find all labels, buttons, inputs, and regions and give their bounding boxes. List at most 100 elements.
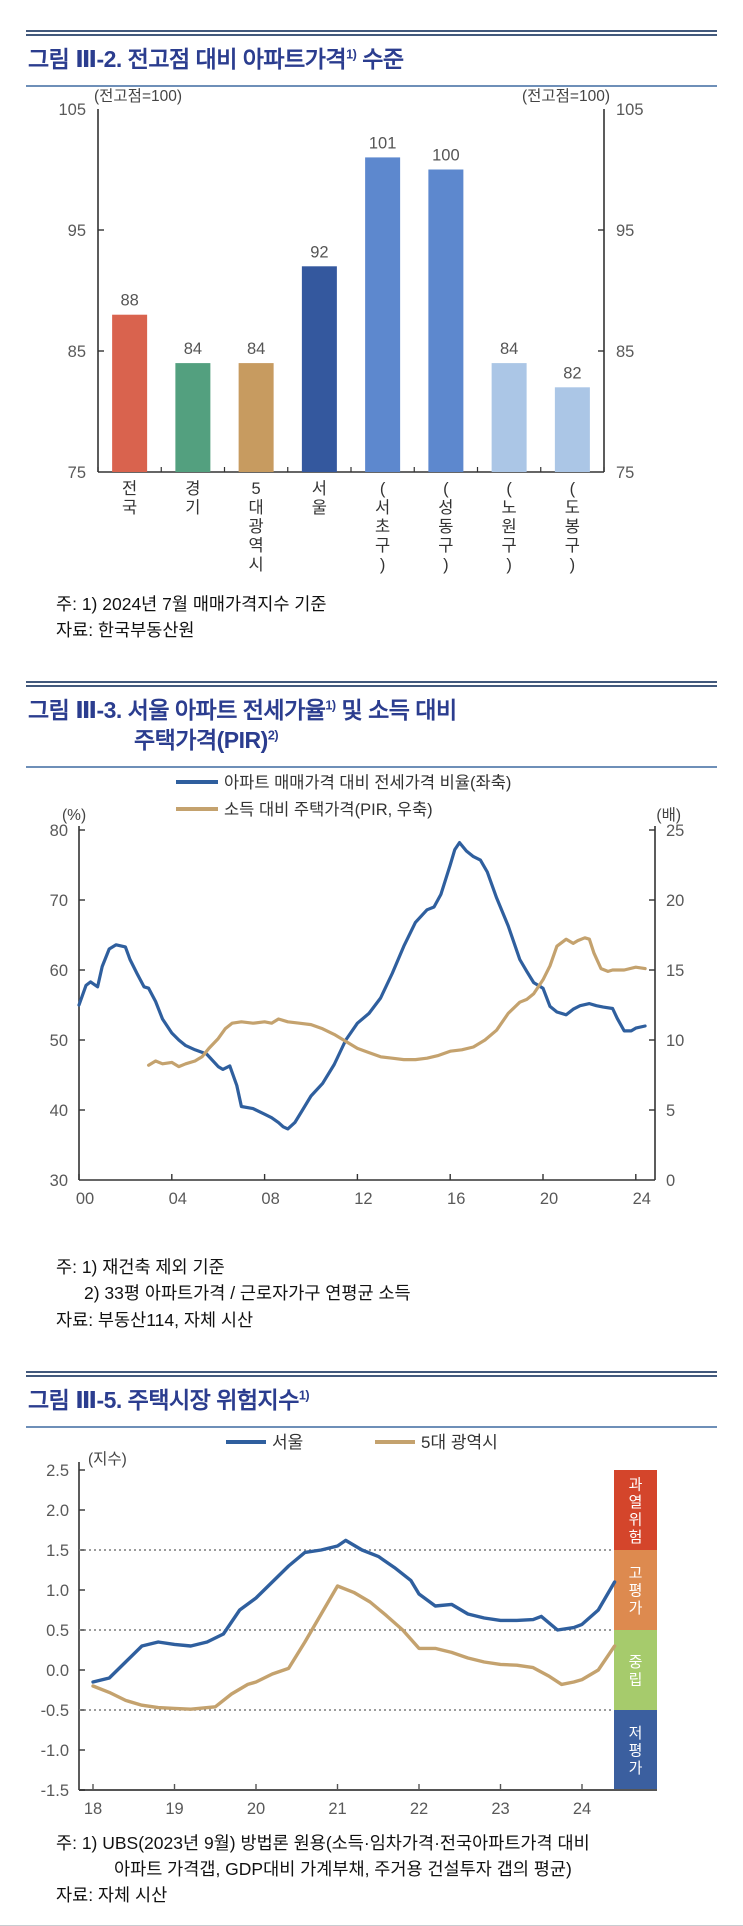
y-tick-label: 2.5 [46,1462,69,1480]
right-tick-label: 75 [616,464,634,482]
left-tick-label: 60 [50,962,68,980]
left-tick-label: 75 [68,464,86,482]
legend-label-0: 아파트 매매가격 대비 전세가격 비율(좌축) [224,773,511,792]
figure2-note-1: 주: 1) 2024년 7월 매매가격지수 기준 [56,593,327,614]
y-tick-label: 2.0 [46,1502,69,1520]
x-tick-label: 00 [76,1190,94,1208]
figure5-mid-rule [26,1425,717,1428]
x-tick-label: 20 [540,1190,558,1208]
left-tick-label: 30 [50,1172,68,1190]
left-tick-label: 50 [50,1032,68,1050]
figure5-title-text: 그림 Ⅲ-5. 주택시장 위험지수 [28,1386,299,1413]
x-tick-label: 04 [169,1190,187,1208]
right-tick-label: 10 [666,1032,684,1050]
x-tick-label: 21 [328,1800,346,1818]
y-tick-label: -1.0 [41,1742,69,1760]
y-tick-label: 0.0 [46,1662,69,1680]
x-tick-label: 16 [447,1190,465,1208]
figure3-note-2: 2) 33평 아파트가격 / 근로자가구 연평균 소득 [84,1283,411,1304]
bar-value-label: 82 [563,364,581,382]
bar-5대광역시 [238,362,274,472]
series-line-1 [91,1584,617,1711]
category-label-(서초구): (서 초 구) [375,480,390,574]
series-line-0 [77,841,647,1131]
figure-iii-3: 그림 Ⅲ-3. 서울 아파트 전세가율1) 및 소득 대비 주택가격(PIR) 2… [26,665,717,1355]
right-tick-label: 25 [666,822,684,840]
line-chart-jeonse-ratio-pir: 아파트 매매가격 대비 전세가격 비율(좌축) 소득 대비 주택가격(PIR, 우… [50,773,685,1208]
bar-value-label: 100 [432,146,460,164]
figure-iii-2: 그림 Ⅲ-2. 전고점 대비 아파트가격1) 수준 (전고점=100) (전고점=… [26,0,717,665]
y-tick-label: -1.5 [41,1782,69,1800]
x-tick-label: 18 [84,1800,102,1818]
category-label-(노원구): (노 원 구) [502,480,517,574]
figure2-source: 자료: 한국부동산원 [56,620,195,641]
bar-(도봉구) [554,387,590,472]
x-tick-label: 22 [410,1800,428,1818]
right-tick-label: 105 [616,101,644,119]
bar-경기 [175,362,211,472]
left-tick-label: 95 [68,222,86,240]
x-tick-label: 23 [491,1800,509,1818]
figure5-top-rule [26,1370,717,1377]
x-tick-label: 19 [165,1800,183,1818]
right-tick-label: 5 [666,1102,675,1120]
bar-전국 [112,314,148,472]
figure2-title-footnote-mark: 1) [346,47,357,62]
bar-value-label: 101 [369,134,397,152]
figure3-title-line1: 그림 Ⅲ-3. 서울 아파트 전세가율1) 및 소득 대비 [28,696,715,726]
bar-서울 [301,266,337,472]
figure5-note-2: 아파트 가격갭, GDP대비 가계부채, 주거용 건설투자 갭의 평균) [114,1859,572,1880]
y-tick-label: 1.0 [46,1582,69,1600]
figure3-title-line1-text: 그림 Ⅲ-3. 서울 아파트 전세가율 [28,697,326,724]
figure3-title: 그림 Ⅲ-3. 서울 아파트 전세가율1) 및 소득 대비 주택가격(PIR)2… [26,687,717,766]
bar-(서초구) [365,157,401,472]
legend-label-0: 서울 [272,1433,303,1452]
bar-(성동구) [428,169,464,472]
figure3-notes: 주: 1) 재건축 제외 기준 2) 33평 아파트가격 / 근로자가구 연평균… [26,1250,717,1355]
y-tick-label: -0.5 [41,1702,69,1720]
bar-(노원구) [491,362,527,472]
legend-label-1: 5대 광역시 [421,1433,498,1452]
x-tick-label: 12 [354,1190,372,1208]
zone-저평가 [614,1709,657,1790]
zone-과열위험 [614,1469,657,1550]
series-line-1 [147,936,647,1069]
figure3-title-line1-suffix: 및 소득 대비 [335,697,458,724]
bar-chart-apartment-price-vs-peak: (전고점=100) (전고점=100) 75 75 85 85 95 95 105 105 88 전 국… [58,87,644,574]
figure3-title-line2-text: 주택가격(PIR) [134,727,268,754]
bar-value-label: 92 [310,243,328,261]
figure5-source: 자료: 자체 시산 [56,1885,168,1906]
figure3-source: 자료: 부동산114, 자체 시산 [56,1309,254,1330]
right-tick-label: 0 [666,1172,675,1190]
axis-unit-label: (지수) [88,1450,127,1468]
bar-value-label: 84 [184,340,202,358]
figure2-title-text: 그림 Ⅲ-2. 전고점 대비 아파트가격 [28,46,347,72]
left-axis-unit-label: (%) [62,807,86,824]
figure3-top-rule [26,681,717,688]
y-tick-label: 1.5 [46,1542,69,1560]
right-tick-label: 15 [666,962,684,980]
series-line-0 [91,1538,617,1684]
left-tick-label: 80 [50,822,68,840]
right-axis-unit-label: (전고점=100) [522,87,610,105]
page-bottom-rule [0,1924,743,1926]
bar-value-label: 84 [247,340,265,358]
figure5-notes: 주: 1) UBS(2023년 9월) 방법론 원용(소득·임차가격·전국아파트… [26,1826,717,1915]
left-axis-unit-label: (전고점=100) [94,87,182,105]
figure5-title: 그림 Ⅲ-5. 주택시장 위험지수1) [26,1377,717,1426]
figure2-title: 그림 Ⅲ-2. 전고점 대비 아파트가격1) 수준 [26,36,717,85]
right-tick-label: 95 [616,222,634,240]
line-chart-housing-market-risk-index: 서울 5대 광역시 (지수) 과 열 위 험고 평 가중 립저 평 가 2.5 2.0 1.5 1.0 0.5 0… [41,1433,657,1818]
figure3-note-1: 주: 1) 재건축 제외 기준 [56,1257,225,1278]
figure2-notes: 주: 1) 2024년 7월 매매가격지수 기준 자료: 한국부동산원 [26,587,717,666]
figure2-top-rule [26,30,717,36]
legend-label-1: 소득 대비 주택가격(PIR, 우축) [224,800,433,819]
zone-중립 [614,1629,657,1710]
left-tick-label: 70 [50,892,68,910]
